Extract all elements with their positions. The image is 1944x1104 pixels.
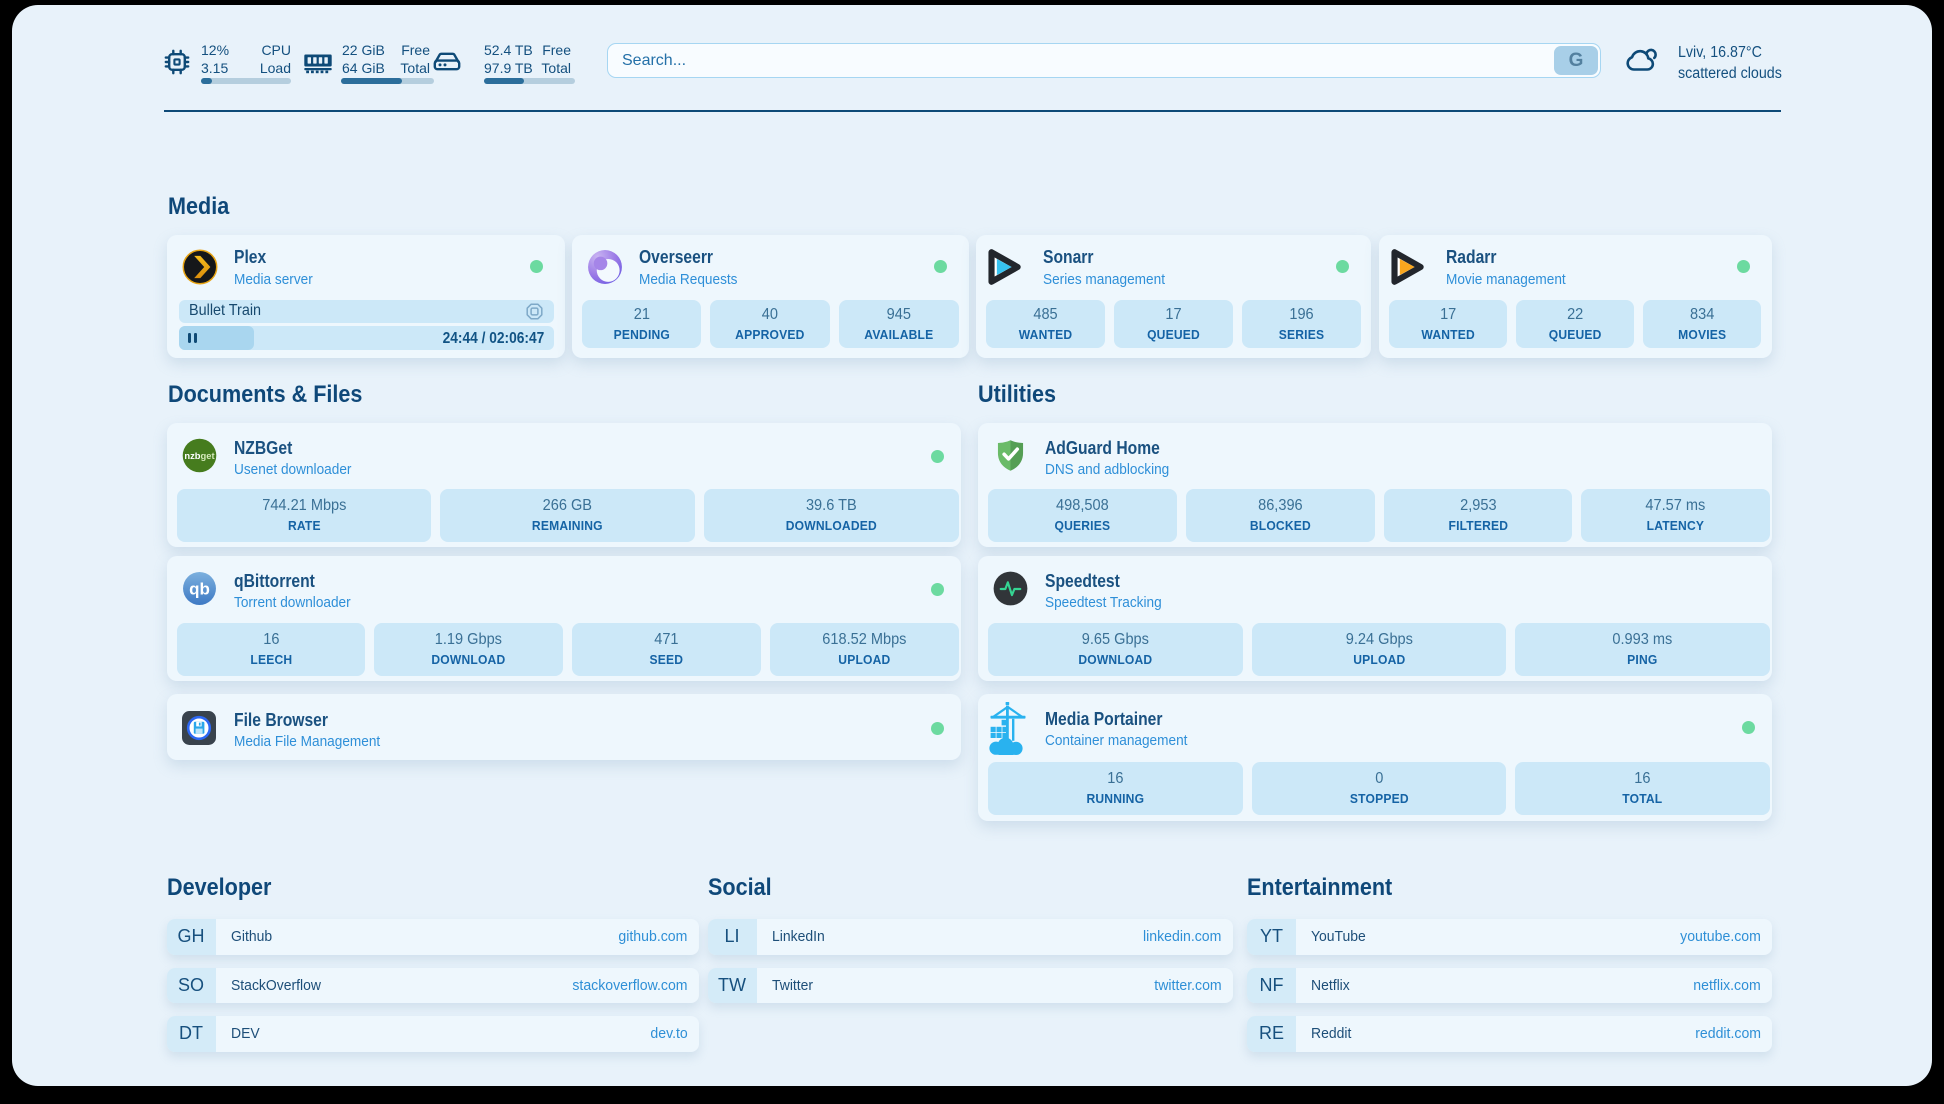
svg-text:nzbget: nzbget xyxy=(184,450,214,461)
svg-text:qb: qb xyxy=(189,580,210,599)
